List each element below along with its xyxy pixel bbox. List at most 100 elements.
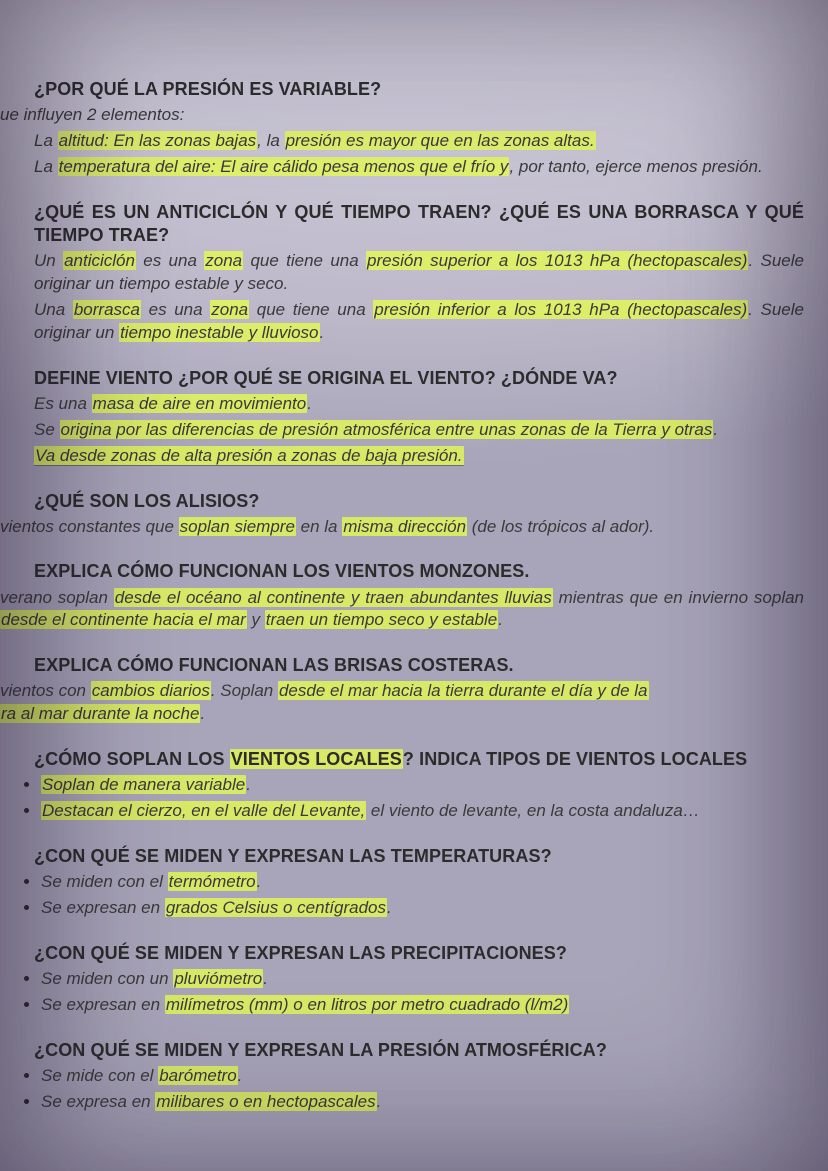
highlight: presión inferior a los 1013 hPa (hectopa… [373,300,748,319]
answer-line: ue influyen 2 elementos: [0,104,804,127]
highlight: desde el continente hacia el mar [0,610,247,629]
highlight: presión es mayor que en las zonas altas. [285,131,596,150]
bullet-item: Se expresan en grados Celsius o centígra… [24,897,804,920]
answer-line: La temperatura del aire: El aire cálido … [34,156,804,179]
bullet-item: Se expresa en milibares o en hectopascal… [24,1091,804,1114]
answer-line: Se origina por las diferencias de presió… [34,419,804,442]
txt: ? INDICA TIPOS DE VIENTOS LOCALES [403,749,747,769]
bullet-item: Soplan de manera variable. [24,774,804,797]
question-heading: ¿QUÉ SON LOS ALISIOS? [34,490,804,513]
txt: . Soplan [211,681,278,700]
txt: es una [136,251,204,270]
question-heading: ¿CON QUÉ SE MIDEN Y EXPRESAN LAS TEMPERA… [34,845,804,868]
section-presion-variable: ¿POR QUÉ LA PRESIÓN ES VARIABLE? ue infl… [34,78,804,179]
txt: que tiene una [243,251,366,270]
txt: , la [257,131,284,150]
answer-line: Va desde zonas de alta presión a zonas d… [34,445,804,468]
highlight: masa de aire en movimiento [92,394,308,413]
txt: Un [34,251,63,270]
question-heading: ¿CÓMO SOPLAN LOS VIENTOS LOCALES? INDICA… [34,748,804,771]
txt: . [377,1092,382,1111]
txt: Se expresan en [41,898,165,917]
txt: el viento de levante, en la costa andalu… [366,801,700,820]
txt: ¿CÓMO SOPLAN LOS [34,749,230,769]
txt: La [34,131,58,150]
txt: Se mide con el [41,1066,158,1085]
highlight: zona [210,300,249,319]
highlight: Soplan de manera variable [41,775,246,794]
question-heading: EXPLICA CÓMO FUNCIONAN LAS BRISAS COSTER… [34,654,804,677]
txt: vientos constantes que [0,517,179,536]
section-brisas: EXPLICA CÓMO FUNCIONAN LAS BRISAS COSTER… [34,654,804,726]
txt: La [34,157,58,176]
section-temperaturas: ¿CON QUÉ SE MIDEN Y EXPRESAN LAS TEMPERA… [18,845,804,920]
txt: verano soplan [0,588,114,607]
highlight: tiempo inestable y lluvioso [119,323,319,342]
highlight: temperatura del aire: El aire cálido pes… [58,157,510,176]
txt: . [200,704,205,723]
bullet-item: Se expresan en milímetros (mm) o en litr… [24,994,804,1017]
highlight: termómetro [168,872,257,891]
highlight: traen un tiempo seco y estable [265,610,499,629]
txt: Se miden con el [41,872,168,891]
txt: . [246,775,251,794]
txt: (de los trópicos al ador). [467,517,654,536]
highlight: grados Celsius o centígrados [165,898,387,917]
answer-line: vientos constantes que soplan siempre en… [0,516,804,539]
txt: es una [141,300,210,319]
highlight: Destacan el cierzo, en el valle del Leva… [41,801,366,820]
section-viento: DEFINE VIENTO ¿POR QUÉ SE ORIGINA EL VIE… [34,367,804,468]
section-vientos-locales: ¿CÓMO SOPLAN LOS VIENTOS LOCALES? INDICA… [18,748,804,823]
bullet-item: Destacan el cierzo, en el valle del Leva… [24,800,804,823]
txt: que tiene una [249,300,373,319]
section-monzones: EXPLICA CÓMO FUNCIONAN LOS VIENTOS MONZO… [34,560,804,632]
txt: . [498,610,503,629]
answer-line: La altitud: En las zonas bajas, la presi… [34,130,804,153]
txt: en la [296,517,342,536]
bullet-item: Se miden con el termómetro. [24,871,804,894]
question-heading: ¿CON QUÉ SE MIDEN Y EXPRESAN LAS PRECIPI… [34,942,804,965]
highlight: milímetros (mm) o en litros por metro cu… [165,995,569,1014]
highlight: origina por las diferencias de presión a… [60,420,714,439]
highlight: VIENTOS LOCALES [230,749,403,769]
bullet-item: Se miden con un pluviómetro. [24,968,804,991]
study-sheet-page: ¿POR QUÉ LA PRESIÓN ES VARIABLE? ue infl… [0,0,828,1171]
question-heading: DEFINE VIENTO ¿POR QUÉ SE ORIGINA EL VIE… [34,367,804,390]
highlight: pluviómetro [173,969,263,988]
txt: Una [34,300,73,319]
txt: y [247,610,265,629]
answer-line: Un anticiclón es una zona que tiene una … [34,250,804,296]
highlight: cambios diarios [91,681,211,700]
highlight: zona [204,251,243,270]
answer-line: vientos con cambios diarios. Soplan desd… [0,680,804,726]
txt: Se expresa en [41,1092,155,1111]
txt: Se [34,420,60,439]
highlight: borrasca [73,300,141,319]
highlight: misma dirección [342,517,467,536]
txt: . [387,898,392,917]
highlight: soplan siempre [179,517,296,536]
txt: . [263,969,268,988]
highlight: Va desde zonas de alta presión a zonas d… [34,446,464,466]
answer-line: verano soplan desde el océano al contine… [0,587,804,633]
answer-line: Es una masa de aire en movimiento. [34,393,804,416]
txt: Es una [34,394,92,413]
txt: Se expresan en [41,995,165,1014]
highlight: presión superior a los 1013 hPa (hectopa… [366,251,748,270]
section-anticiclon-borrasca: ¿QUÉ ES UN ANTICICLÓN Y QUÉ TIEMPO TRAEN… [18,201,804,345]
highlight: desde el mar hacia la tierra durante el … [278,681,649,700]
highlight: ra al mar durante la noche [0,704,200,723]
highlight: milibares o en hectopascales [155,1092,376,1111]
question-heading: ¿POR QUÉ LA PRESIÓN ES VARIABLE? [34,78,804,101]
question-heading: EXPLICA CÓMO FUNCIONAN LOS VIENTOS MONZO… [34,560,804,583]
txt: . [257,872,262,891]
txt: vientos con [0,681,91,700]
highlight: anticiclón [63,251,136,270]
txt: Se miden con un [41,969,173,988]
answer-line: Una borrasca es una zona que tiene una p… [34,299,804,345]
txt: . [713,420,718,439]
bullet-item: Se mide con el barómetro. [24,1065,804,1088]
section-precipitaciones: ¿CON QUÉ SE MIDEN Y EXPRESAN LAS PRECIPI… [18,942,804,1017]
txt: . [320,323,325,342]
question-heading: ¿CON QUÉ SE MIDEN Y EXPRESAN LA PRESIÓN … [34,1039,804,1062]
